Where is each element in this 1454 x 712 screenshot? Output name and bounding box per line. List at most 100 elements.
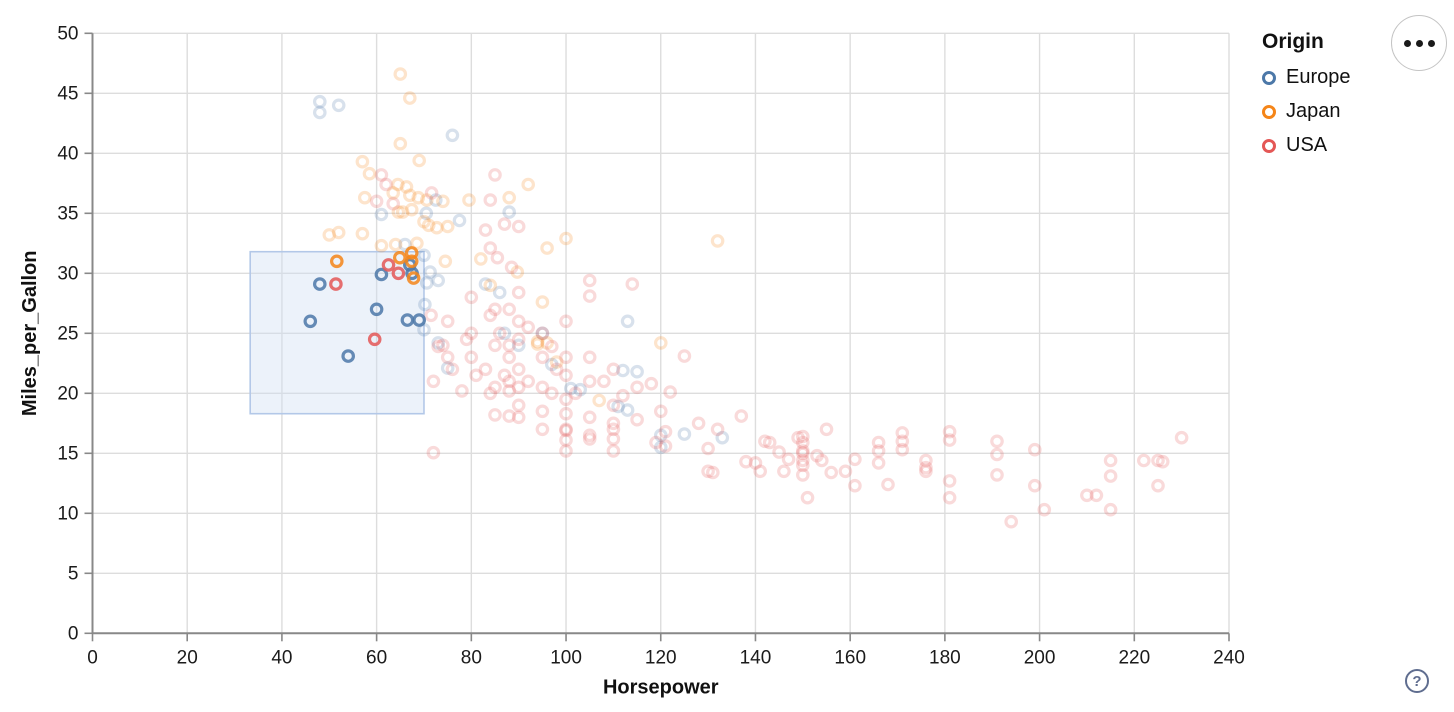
data-point-japan[interactable]: [521, 177, 535, 192]
data-point-usa[interactable]: [895, 442, 910, 457]
data-point-usa[interactable]: [691, 416, 706, 431]
data-point-usa[interactable]: [535, 350, 550, 365]
data-point-japan[interactable]: [402, 91, 417, 105]
data-point-usa[interactable]: [606, 398, 621, 413]
data-point-europe[interactable]: [452, 213, 467, 228]
data-point-japan[interactable]: [653, 336, 668, 350]
data-point-japan[interactable]: [391, 177, 405, 192]
data-point-europe[interactable]: [445, 128, 460, 143]
data-point-japan[interactable]: [404, 254, 419, 269]
data-point-usa[interactable]: [649, 435, 663, 450]
data-point-europe[interactable]: [312, 105, 327, 120]
data-point-usa[interactable]: [919, 460, 933, 475]
data-point-usa[interactable]: [544, 386, 559, 401]
data-point-japan[interactable]: [462, 193, 476, 207]
data-point-europe[interactable]: [312, 94, 327, 109]
data-point-japan[interactable]: [404, 202, 419, 217]
data-point-europe[interactable]: [677, 427, 692, 441]
data-point-japan[interactable]: [417, 214, 431, 229]
data-point-usa[interactable]: [502, 338, 516, 353]
data-point-usa[interactable]: [568, 386, 583, 401]
data-point-usa[interactable]: [881, 477, 895, 492]
data-point-europe[interactable]: [544, 357, 559, 372]
data-point-usa[interactable]: [1103, 453, 1118, 468]
data-point-japan[interactable]: [592, 393, 606, 408]
data-point-usa[interactable]: [488, 168, 502, 182]
data-point-usa[interactable]: [753, 464, 767, 479]
data-point-usa[interactable]: [606, 422, 621, 437]
data-point-usa[interactable]: [582, 374, 597, 389]
data-point-usa[interactable]: [426, 374, 441, 389]
data-point-europe[interactable]: [563, 381, 578, 396]
data-point-japan[interactable]: [331, 225, 346, 240]
data-point-usa[interactable]: [559, 368, 573, 383]
data-point-usa[interactable]: [502, 409, 516, 423]
data-point-usa[interactable]: [739, 454, 753, 469]
data-point-europe[interactable]: [419, 206, 434, 221]
data-point-japan[interactable]: [386, 186, 400, 200]
data-point-usa[interactable]: [606, 416, 621, 431]
data-point-europe[interactable]: [431, 336, 445, 350]
data-point-usa[interactable]: [824, 465, 838, 480]
data-point-usa[interactable]: [710, 422, 725, 437]
data-point-usa[interactable]: [795, 446, 810, 461]
data-point-europe[interactable]: [303, 314, 318, 329]
data-point-usa[interactable]: [511, 380, 526, 395]
data-point-usa[interactable]: [734, 409, 749, 423]
data-point-usa[interactable]: [504, 260, 519, 275]
data-point-usa[interactable]: [559, 422, 573, 437]
data-point-japan[interactable]: [473, 252, 488, 266]
data-point-japan[interactable]: [483, 278, 498, 293]
data-point-japan[interactable]: [374, 238, 389, 253]
data-point-europe[interactable]: [418, 297, 432, 312]
data-point-usa[interactable]: [814, 453, 829, 468]
data-point-usa[interactable]: [464, 350, 479, 365]
data-point-usa[interactable]: [653, 404, 668, 419]
data-point-usa[interactable]: [502, 384, 516, 398]
data-point-europe[interactable]: [398, 237, 412, 252]
data-point-usa[interactable]: [772, 445, 786, 459]
data-point-usa[interactable]: [511, 219, 526, 234]
data-point-usa[interactable]: [559, 350, 573, 365]
data-point-usa[interactable]: [424, 308, 438, 323]
data-point-europe[interactable]: [341, 349, 355, 363]
data-point-usa[interactable]: [511, 362, 526, 377]
data-point-usa[interactable]: [535, 326, 550, 341]
data-point-japan[interactable]: [355, 154, 370, 169]
data-point-usa[interactable]: [606, 444, 621, 458]
data-point-usa[interactable]: [1004, 514, 1018, 529]
data-point-usa[interactable]: [800, 490, 815, 505]
data-point-europe[interactable]: [573, 382, 587, 397]
data-point-europe[interactable]: [423, 265, 437, 279]
data-point-japan[interactable]: [355, 226, 370, 241]
data-point-usa[interactable]: [1080, 488, 1094, 503]
data-point-usa[interactable]: [748, 456, 763, 470]
data-point-usa[interactable]: [511, 398, 526, 413]
data-point-usa[interactable]: [1103, 469, 1118, 483]
data-point-usa[interactable]: [616, 388, 630, 403]
data-point-usa[interactable]: [1151, 453, 1165, 468]
data-point-europe[interactable]: [331, 98, 346, 113]
data-point-japan[interactable]: [402, 188, 417, 203]
data-point-europe[interactable]: [312, 277, 327, 291]
data-point-usa[interactable]: [942, 490, 957, 505]
data-point-usa[interactable]: [848, 452, 862, 467]
data-point-usa[interactable]: [895, 426, 910, 440]
data-point-usa[interactable]: [582, 410, 597, 425]
data-point-usa[interactable]: [582, 432, 597, 446]
data-point-japan[interactable]: [391, 205, 406, 219]
data-point-usa[interactable]: [795, 458, 810, 473]
data-point-usa[interactable]: [436, 338, 450, 353]
data-point-usa[interactable]: [440, 350, 455, 365]
data-point-usa[interactable]: [677, 349, 692, 363]
data-point-japan[interactable]: [406, 271, 421, 285]
data-point-usa[interactable]: [1103, 502, 1118, 517]
data-point-usa[interactable]: [511, 332, 526, 347]
data-point-usa[interactable]: [942, 474, 957, 488]
data-point-usa[interactable]: [990, 434, 1004, 449]
data-point-usa[interactable]: [483, 308, 498, 323]
data-point-usa[interactable]: [391, 266, 406, 281]
data-point-japan[interactable]: [392, 250, 407, 265]
data-point-japan[interactable]: [436, 194, 450, 209]
